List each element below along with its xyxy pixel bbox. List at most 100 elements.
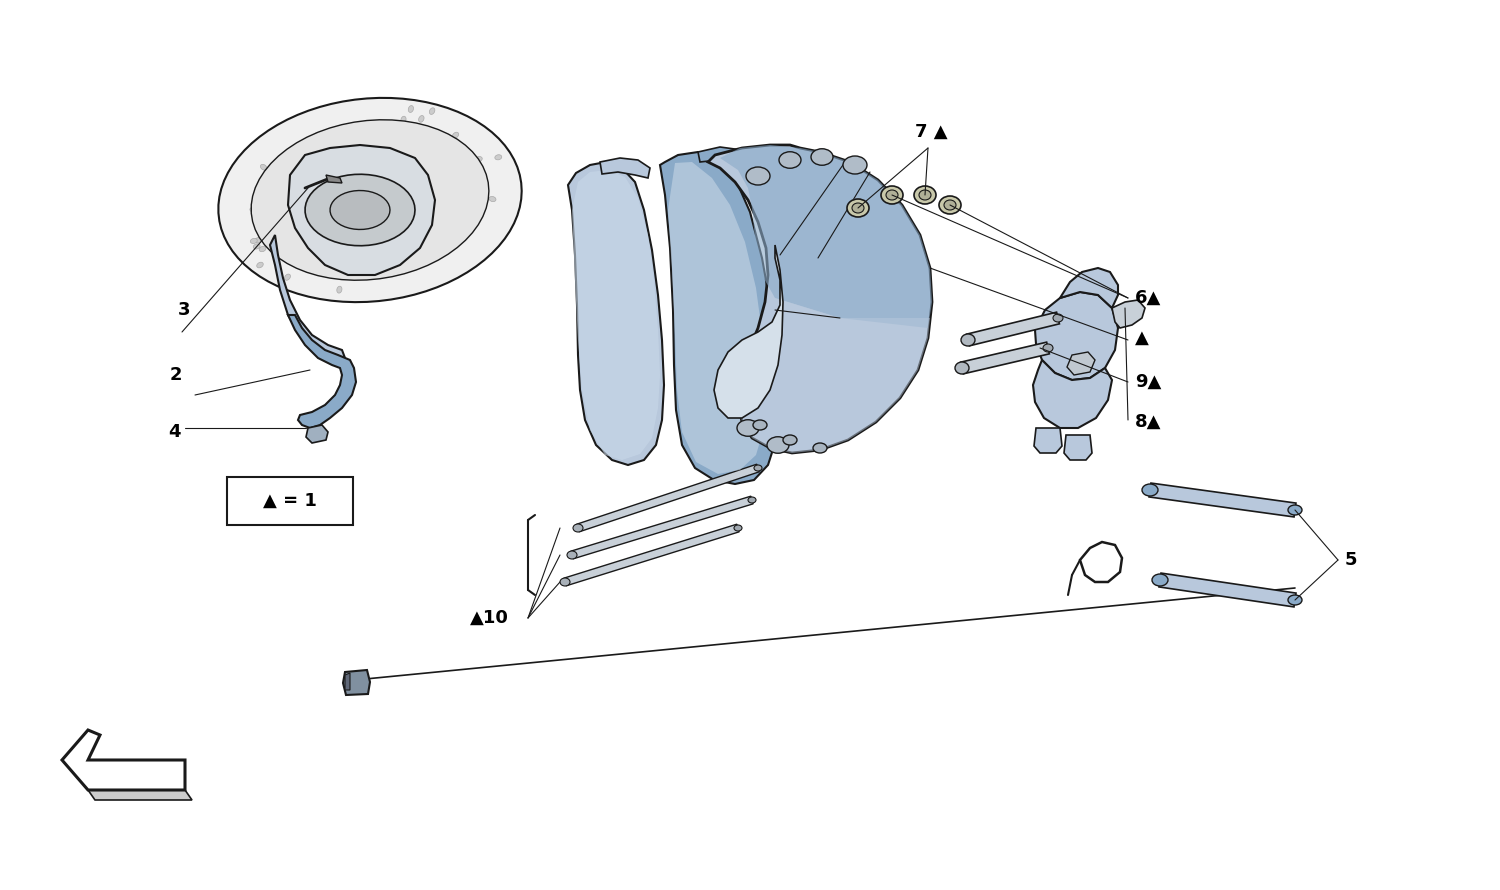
Ellipse shape (285, 274, 291, 280)
Ellipse shape (262, 198, 268, 203)
Ellipse shape (254, 244, 260, 249)
Ellipse shape (424, 133, 430, 139)
Ellipse shape (748, 497, 756, 503)
Ellipse shape (423, 226, 429, 232)
Polygon shape (698, 147, 756, 168)
Polygon shape (1034, 428, 1062, 453)
Polygon shape (738, 298, 930, 453)
Polygon shape (1112, 300, 1144, 328)
Text: 5: 5 (1346, 551, 1358, 569)
Polygon shape (326, 175, 342, 183)
Ellipse shape (282, 243, 290, 248)
Ellipse shape (880, 186, 903, 204)
Polygon shape (714, 245, 783, 418)
Ellipse shape (914, 186, 936, 204)
Ellipse shape (298, 221, 306, 226)
Polygon shape (306, 425, 328, 443)
Ellipse shape (567, 551, 578, 559)
Polygon shape (720, 145, 932, 328)
Polygon shape (708, 145, 932, 453)
Ellipse shape (939, 196, 962, 214)
Ellipse shape (261, 165, 267, 170)
Ellipse shape (766, 437, 789, 453)
Ellipse shape (778, 152, 801, 168)
Ellipse shape (315, 239, 321, 245)
Polygon shape (88, 790, 192, 800)
Ellipse shape (462, 183, 468, 188)
Polygon shape (572, 496, 753, 559)
Ellipse shape (426, 231, 432, 238)
Ellipse shape (429, 108, 435, 115)
Ellipse shape (736, 420, 759, 436)
Text: 8▲: 8▲ (1136, 413, 1161, 431)
Ellipse shape (280, 231, 286, 236)
Ellipse shape (338, 287, 342, 293)
Ellipse shape (255, 238, 261, 243)
Polygon shape (564, 524, 740, 586)
Ellipse shape (435, 244, 439, 251)
FancyBboxPatch shape (226, 477, 352, 525)
Ellipse shape (256, 263, 264, 268)
Ellipse shape (404, 131, 410, 138)
Ellipse shape (332, 264, 338, 271)
Polygon shape (572, 170, 660, 460)
Ellipse shape (260, 247, 266, 252)
Ellipse shape (254, 206, 261, 212)
Ellipse shape (448, 201, 456, 206)
Ellipse shape (417, 259, 423, 265)
Ellipse shape (1142, 484, 1158, 496)
Text: 4: 4 (168, 423, 180, 441)
Ellipse shape (320, 148, 326, 155)
Polygon shape (576, 465, 759, 532)
Ellipse shape (291, 186, 297, 191)
Ellipse shape (427, 167, 435, 173)
Ellipse shape (316, 155, 322, 161)
Polygon shape (660, 152, 778, 484)
Ellipse shape (489, 197, 496, 202)
Ellipse shape (396, 125, 402, 133)
Ellipse shape (430, 158, 436, 164)
Ellipse shape (783, 435, 796, 445)
Polygon shape (252, 120, 489, 280)
Ellipse shape (920, 190, 932, 200)
Ellipse shape (273, 168, 279, 174)
Polygon shape (1066, 352, 1095, 375)
Polygon shape (304, 174, 416, 246)
Polygon shape (1034, 360, 1112, 428)
Polygon shape (1064, 435, 1092, 460)
Ellipse shape (472, 214, 480, 221)
Ellipse shape (400, 117, 406, 123)
Ellipse shape (573, 524, 584, 532)
Polygon shape (966, 312, 1059, 346)
Polygon shape (344, 670, 370, 695)
Ellipse shape (448, 208, 456, 214)
Polygon shape (219, 98, 522, 302)
Text: 2: 2 (170, 366, 183, 384)
Ellipse shape (847, 199, 868, 217)
Ellipse shape (886, 190, 898, 200)
Polygon shape (1160, 573, 1296, 607)
Polygon shape (1149, 483, 1296, 517)
Ellipse shape (476, 157, 482, 162)
Ellipse shape (298, 158, 304, 165)
Ellipse shape (1152, 574, 1168, 586)
Ellipse shape (408, 147, 414, 154)
Polygon shape (568, 162, 664, 465)
Polygon shape (1035, 292, 1118, 380)
Polygon shape (270, 235, 345, 358)
Ellipse shape (408, 106, 414, 112)
Ellipse shape (1042, 344, 1053, 352)
Ellipse shape (843, 156, 867, 174)
Ellipse shape (944, 200, 956, 210)
Ellipse shape (956, 362, 969, 374)
Ellipse shape (754, 465, 762, 471)
Ellipse shape (315, 133, 321, 139)
Ellipse shape (396, 255, 400, 263)
Ellipse shape (962, 334, 975, 346)
Polygon shape (1060, 268, 1118, 308)
Ellipse shape (468, 169, 476, 174)
Ellipse shape (453, 133, 459, 138)
Polygon shape (345, 673, 350, 690)
Ellipse shape (356, 265, 362, 272)
Ellipse shape (363, 131, 368, 138)
